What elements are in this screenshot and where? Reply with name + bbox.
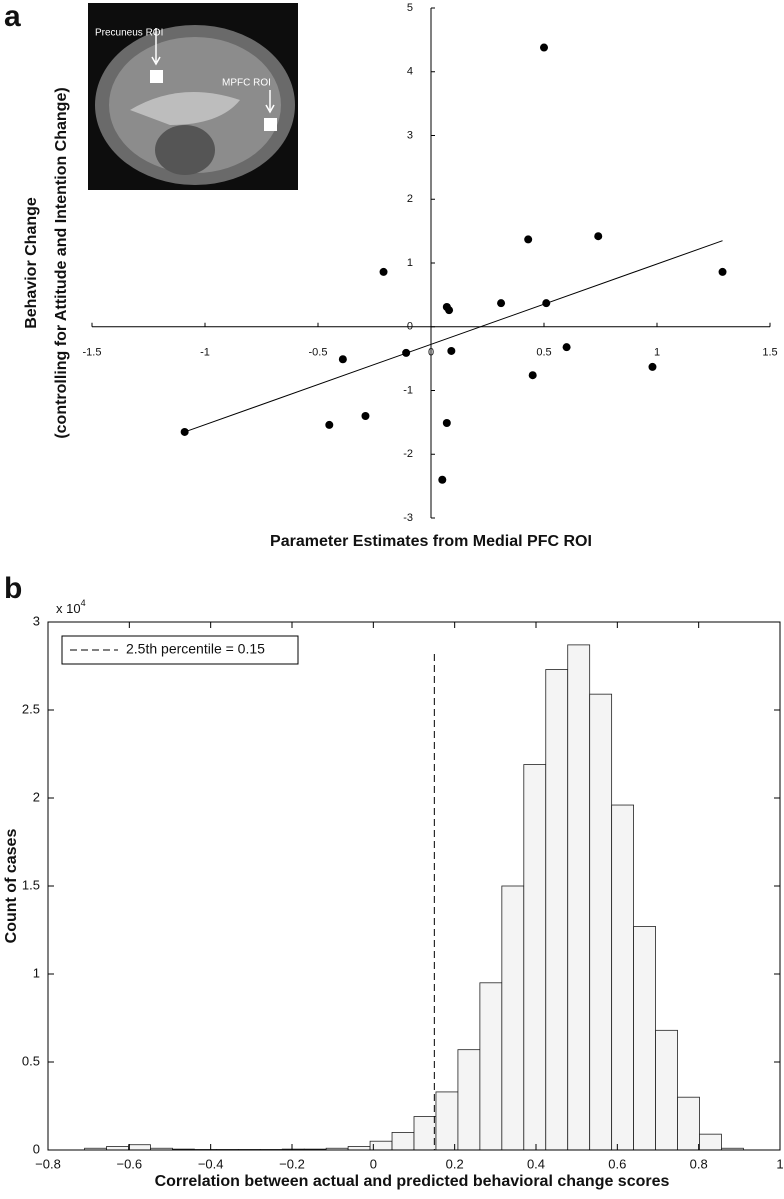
bar xyxy=(523,764,547,1151)
y-tick-label: 1 xyxy=(33,965,40,980)
x-tick-label: 1.5 xyxy=(762,347,777,359)
point xyxy=(447,346,456,355)
y-tick-label: 3 xyxy=(407,129,413,141)
x-axis-label: Correlation between actual and predicted… xyxy=(155,1173,670,1190)
point xyxy=(540,43,548,52)
point xyxy=(379,267,388,276)
bar xyxy=(545,669,569,1151)
brain-inset: Precuneus ROI MPFC ROI xyxy=(88,3,298,190)
y-tick-label: 5 xyxy=(407,2,413,14)
y-axis-label: Behavior Change xyxy=(23,197,40,329)
y-axis-label: Count of cases xyxy=(3,829,20,944)
inset-label: Precuneus ROI xyxy=(95,28,163,39)
bar xyxy=(611,804,635,1151)
x-tick-label: 0 xyxy=(428,347,434,359)
point xyxy=(718,267,727,276)
y-tick-label: -1 xyxy=(403,384,413,396)
bar xyxy=(413,1116,437,1151)
point xyxy=(497,299,506,308)
point xyxy=(180,427,189,436)
x-tick-label: −0.2 xyxy=(279,1156,305,1171)
bar xyxy=(128,1144,151,1151)
x-tick-label: -1 xyxy=(200,347,210,359)
y-tick-label: 1.5 xyxy=(22,877,40,892)
x-tick-label: 0.6 xyxy=(608,1156,626,1171)
y-tick-label: 0.5 xyxy=(22,1053,40,1068)
bar xyxy=(677,1096,700,1151)
panel-label: a xyxy=(4,0,21,33)
x-tick-label: 0.2 xyxy=(446,1156,464,1171)
y-scale-base: x 10 xyxy=(56,601,81,616)
y-tick-label: 0 xyxy=(407,321,413,333)
x-tick-label: 0.4 xyxy=(527,1156,545,1171)
x-tick-label: 0 xyxy=(370,1156,377,1171)
x-tick-label: −0.8 xyxy=(35,1156,61,1171)
y-tick-label: 2 xyxy=(407,193,413,205)
point xyxy=(442,419,451,428)
y-scale-label: x 104 xyxy=(56,598,86,616)
point xyxy=(325,420,334,429)
y-axis-label: (controlling for Attitude and Intention … xyxy=(53,87,70,438)
bar xyxy=(655,1029,678,1151)
x-tick-label: −0.6 xyxy=(116,1156,142,1171)
x-tick-label: -1.5 xyxy=(83,347,102,359)
bar xyxy=(567,644,591,1151)
x-tick-label: 0.5 xyxy=(536,347,551,359)
x-tick-label: 1 xyxy=(776,1156,783,1171)
y-tick-label: 1 xyxy=(407,257,413,269)
inset-label: MPFC ROI xyxy=(222,78,271,89)
bar xyxy=(391,1132,415,1151)
point xyxy=(524,235,533,244)
point xyxy=(361,412,370,420)
bar xyxy=(347,1146,371,1151)
point xyxy=(562,343,571,352)
bar xyxy=(501,885,525,1151)
x-tick-label: −0.4 xyxy=(198,1156,224,1171)
y-tick-label: 3 xyxy=(33,613,40,628)
x-axis-label: Parameter Estimates from Medial PFC ROI xyxy=(270,533,592,550)
point xyxy=(438,475,447,484)
bar xyxy=(106,1146,129,1151)
point xyxy=(542,299,551,308)
bar xyxy=(633,926,656,1151)
x-tick-label: 0.8 xyxy=(690,1156,708,1171)
point xyxy=(402,348,411,357)
bar xyxy=(457,1049,481,1151)
y-tick-label: 0 xyxy=(33,1141,40,1156)
y-tick-label: 2 xyxy=(33,789,40,804)
bar xyxy=(699,1133,722,1151)
panel-label: b xyxy=(4,572,22,605)
y-tick-label: 2.5 xyxy=(22,701,40,716)
legend-box xyxy=(61,635,299,665)
y-tick-label: -2 xyxy=(403,448,413,460)
y-scale-exponent: 4 xyxy=(81,598,86,608)
y-tick-label: -3 xyxy=(403,512,413,524)
y-tick-label: 4 xyxy=(407,66,413,78)
fit-line xyxy=(184,240,723,433)
point xyxy=(528,371,537,380)
point xyxy=(648,362,657,371)
point xyxy=(445,306,454,315)
x-tick-label: 1 xyxy=(654,347,660,359)
bar xyxy=(435,1091,459,1151)
bar xyxy=(479,982,503,1151)
bar xyxy=(589,693,613,1151)
point xyxy=(594,232,603,241)
legend-label: 2.5th percentile = 0.15 xyxy=(126,641,265,657)
point xyxy=(338,355,347,364)
x-tick-label: -0.5 xyxy=(309,347,328,359)
